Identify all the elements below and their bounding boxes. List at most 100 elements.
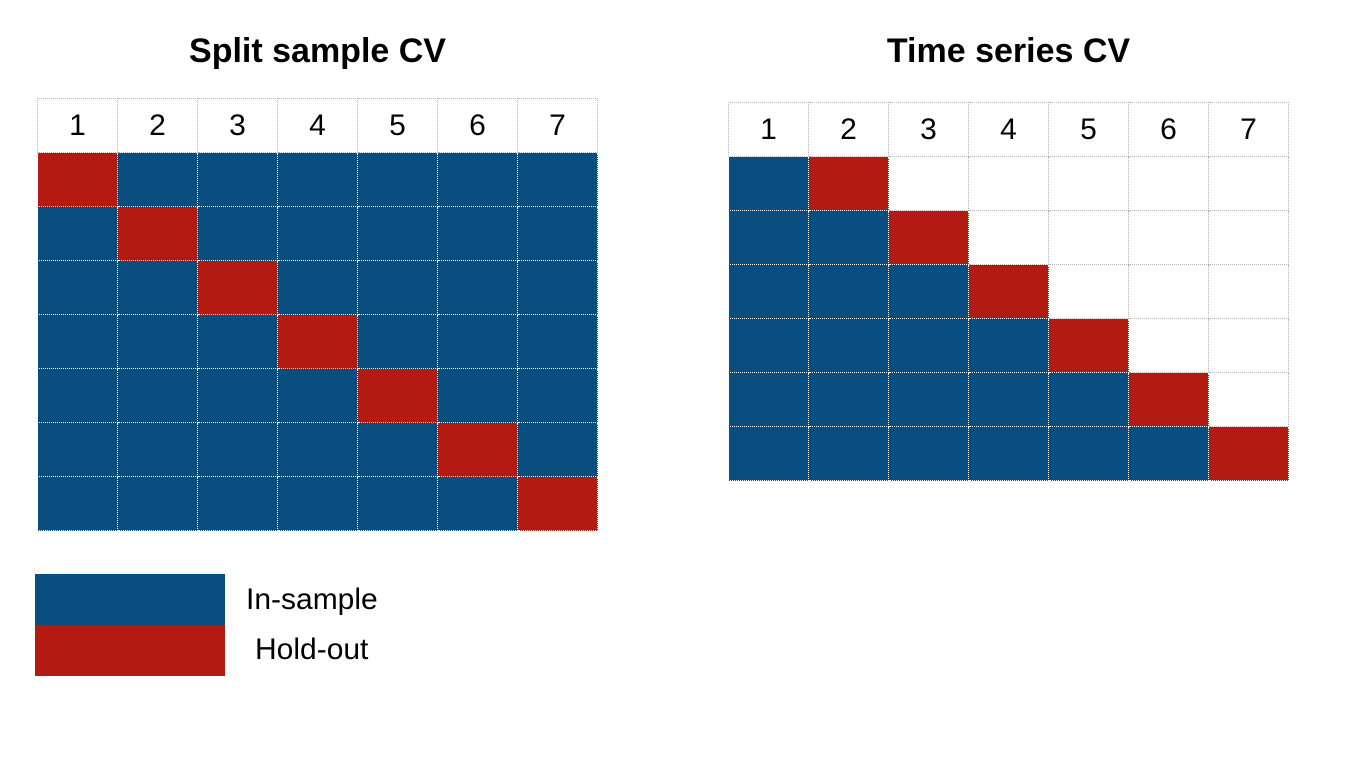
fold-row [728, 210, 1289, 265]
column-header: 2 [117, 98, 198, 153]
in-sample-cell [437, 260, 518, 315]
in-sample-cell [197, 152, 278, 207]
empty-cell [1128, 210, 1209, 265]
in-sample-cell [37, 476, 118, 531]
empty-cell [1128, 264, 1209, 319]
in-sample-cell [117, 314, 198, 369]
in-sample-cell [728, 426, 809, 481]
fold-row [728, 156, 1289, 211]
in-sample-cell [728, 210, 809, 265]
legend-hold-out-swatch [35, 625, 225, 676]
column-header: 5 [1048, 102, 1129, 157]
fold-row [37, 422, 598, 477]
in-sample-cell [728, 318, 809, 373]
empty-cell [1048, 210, 1129, 265]
hold-out-cell [1048, 318, 1129, 373]
in-sample-cell [117, 422, 198, 477]
in-sample-cell [37, 206, 118, 261]
in-sample-cell [1048, 372, 1129, 427]
time-series-cv-title: Time series CV [886, 32, 1131, 70]
in-sample-cell [437, 152, 518, 207]
in-sample-cell [277, 260, 358, 315]
column-header: 4 [277, 98, 358, 153]
hold-out-cell [197, 260, 278, 315]
in-sample-cell [517, 260, 598, 315]
fold-row [37, 206, 598, 261]
column-header: 3 [197, 98, 278, 153]
column-header: 5 [357, 98, 438, 153]
column-header: 7 [517, 98, 598, 153]
in-sample-cell [357, 314, 438, 369]
in-sample-cell [357, 422, 438, 477]
in-sample-cell [117, 476, 198, 531]
empty-cell [1128, 156, 1209, 211]
in-sample-cell [808, 264, 889, 319]
fold-row [728, 372, 1289, 427]
in-sample-cell [37, 314, 118, 369]
column-header: 4 [968, 102, 1049, 157]
in-sample-cell [277, 476, 358, 531]
in-sample-cell [277, 206, 358, 261]
in-sample-cell [197, 476, 278, 531]
column-header: 2 [808, 102, 889, 157]
empty-cell [1208, 372, 1289, 427]
hold-out-cell [968, 264, 1049, 319]
in-sample-cell [968, 318, 1049, 373]
empty-cell [968, 210, 1049, 265]
in-sample-cell [1048, 426, 1129, 481]
in-sample-cell [357, 260, 438, 315]
in-sample-cell [808, 426, 889, 481]
fold-row [37, 260, 598, 315]
hold-out-cell [1208, 426, 1289, 481]
in-sample-cell [197, 206, 278, 261]
in-sample-cell [437, 314, 518, 369]
in-sample-cell [37, 422, 118, 477]
empty-cell [888, 156, 969, 211]
empty-cell [1208, 318, 1289, 373]
in-sample-cell [437, 206, 518, 261]
in-sample-cell [437, 476, 518, 531]
empty-cell [968, 156, 1049, 211]
fold-row [37, 314, 598, 369]
in-sample-cell [437, 368, 518, 423]
in-sample-cell [728, 156, 809, 211]
hold-out-cell [808, 156, 889, 211]
in-sample-cell [517, 206, 598, 261]
column-header: 1 [37, 98, 118, 153]
hold-out-cell [517, 476, 598, 531]
in-sample-cell [277, 422, 358, 477]
in-sample-cell [517, 368, 598, 423]
in-sample-cell [968, 426, 1049, 481]
empty-cell [1048, 156, 1129, 211]
in-sample-cell [808, 318, 889, 373]
hold-out-cell [888, 210, 969, 265]
in-sample-cell [197, 314, 278, 369]
in-sample-cell [888, 264, 969, 319]
hold-out-cell [1128, 372, 1209, 427]
fold-row [37, 476, 598, 531]
fold-row [728, 426, 1289, 481]
column-header: 1 [728, 102, 809, 157]
fold-row [728, 264, 1289, 319]
in-sample-cell [117, 152, 198, 207]
in-sample-cell [728, 264, 809, 319]
in-sample-cell [37, 368, 118, 423]
empty-cell [1208, 264, 1289, 319]
in-sample-cell [888, 372, 969, 427]
in-sample-cell [117, 260, 198, 315]
in-sample-cell [888, 318, 969, 373]
in-sample-cell [357, 152, 438, 207]
in-sample-cell [357, 206, 438, 261]
empty-cell [1208, 210, 1289, 265]
in-sample-cell [1128, 426, 1209, 481]
in-sample-cell [517, 152, 598, 207]
in-sample-cell [888, 426, 969, 481]
empty-cell [1128, 318, 1209, 373]
in-sample-cell [37, 260, 118, 315]
in-sample-cell [197, 422, 278, 477]
in-sample-cell [197, 368, 278, 423]
in-sample-cell [808, 372, 889, 427]
